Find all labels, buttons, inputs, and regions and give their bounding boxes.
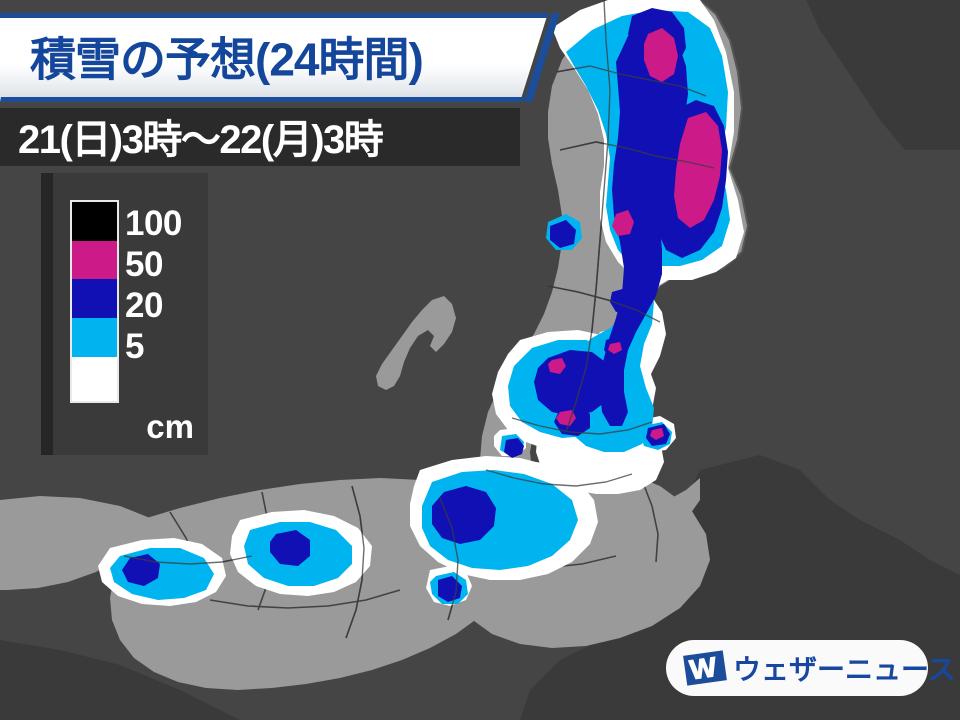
land-noto-peninsula xyxy=(376,296,456,390)
banner-top-border xyxy=(0,13,549,18)
legend-label-20: 20 xyxy=(125,286,163,325)
forecast-period-text: 21(日)3時〜22(月)3時 xyxy=(18,117,384,162)
legend-swatch-100 xyxy=(72,240,117,280)
coastline xyxy=(652,0,750,277)
weathernews-logo-text: ウェザーニュース xyxy=(733,654,956,685)
legend-spine xyxy=(41,173,53,455)
banner-bottom-border xyxy=(0,97,525,102)
banner-background xyxy=(0,13,548,102)
legend-unit-label: cm xyxy=(146,408,194,445)
land-west xyxy=(0,496,150,590)
boundary-overlay xyxy=(123,0,715,639)
legend-swatch-over-100 xyxy=(72,202,117,241)
legend-swatch-50 xyxy=(72,279,117,318)
legend-labels: 100 50 20 5 xyxy=(125,200,205,403)
legend-label-50: 50 xyxy=(125,245,163,284)
title-banner: 積雪の予想(24時間) xyxy=(0,13,560,102)
page-title: 積雪の予想(24時間) xyxy=(30,33,424,86)
legend-panel: 100 50 20 5 cm xyxy=(41,173,208,455)
weathernews-logo[interactable]: ウェザーニュース xyxy=(666,640,956,696)
snow-heavy-layer xyxy=(548,28,722,440)
forecast-period-bar: 21(日)3時〜22(月)3時 xyxy=(0,108,520,166)
wn-logo-icon xyxy=(683,650,727,686)
legend-swatch-20 xyxy=(72,317,117,357)
legend-label-100: 100 xyxy=(125,204,182,243)
legend-colorbar xyxy=(70,200,119,403)
legend-label-5: 5 xyxy=(125,327,144,366)
legend-swatch-5 xyxy=(72,356,117,401)
